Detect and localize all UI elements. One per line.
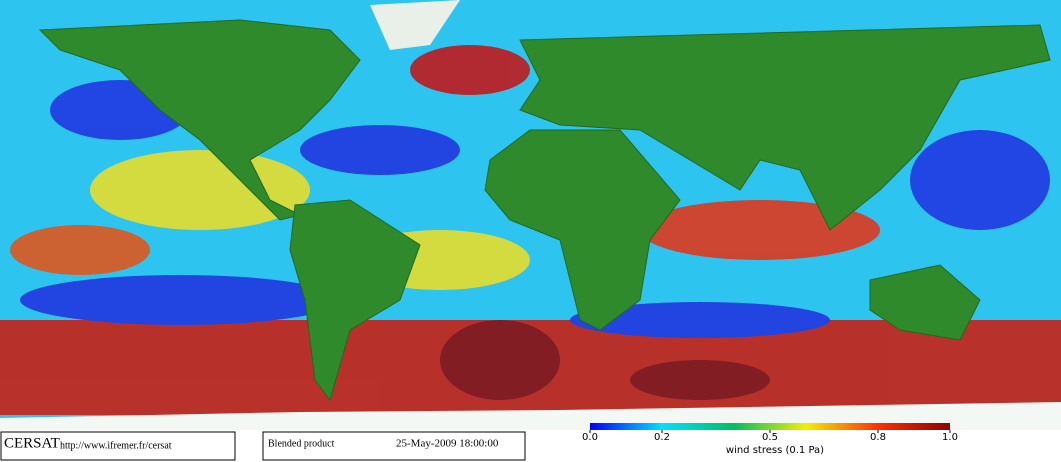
url: http://www.ifremer.fr/cersat — [60, 440, 172, 451]
colorbar-label: wind stress (0.1 Pa) — [726, 445, 824, 456]
colorbar-tick-label: 0.2 — [654, 432, 670, 443]
colorbar-tick-label: 0.0 — [582, 432, 598, 443]
organization: CERSAT — [4, 435, 60, 451]
product-box — [262, 431, 526, 461]
product: Blended product — [268, 438, 335, 449]
colorbar — [590, 423, 950, 430]
info-box — [0, 431, 236, 461]
colorbar-tick-label: 0.5 — [762, 432, 778, 443]
colorbar-tick-label: 0.8 — [870, 432, 886, 443]
colorbar-tick-label: 1.0 — [942, 432, 958, 443]
continents — [0, 0, 1061, 430]
datetime: 25-May-2009 18:00:00 — [396, 438, 499, 450]
